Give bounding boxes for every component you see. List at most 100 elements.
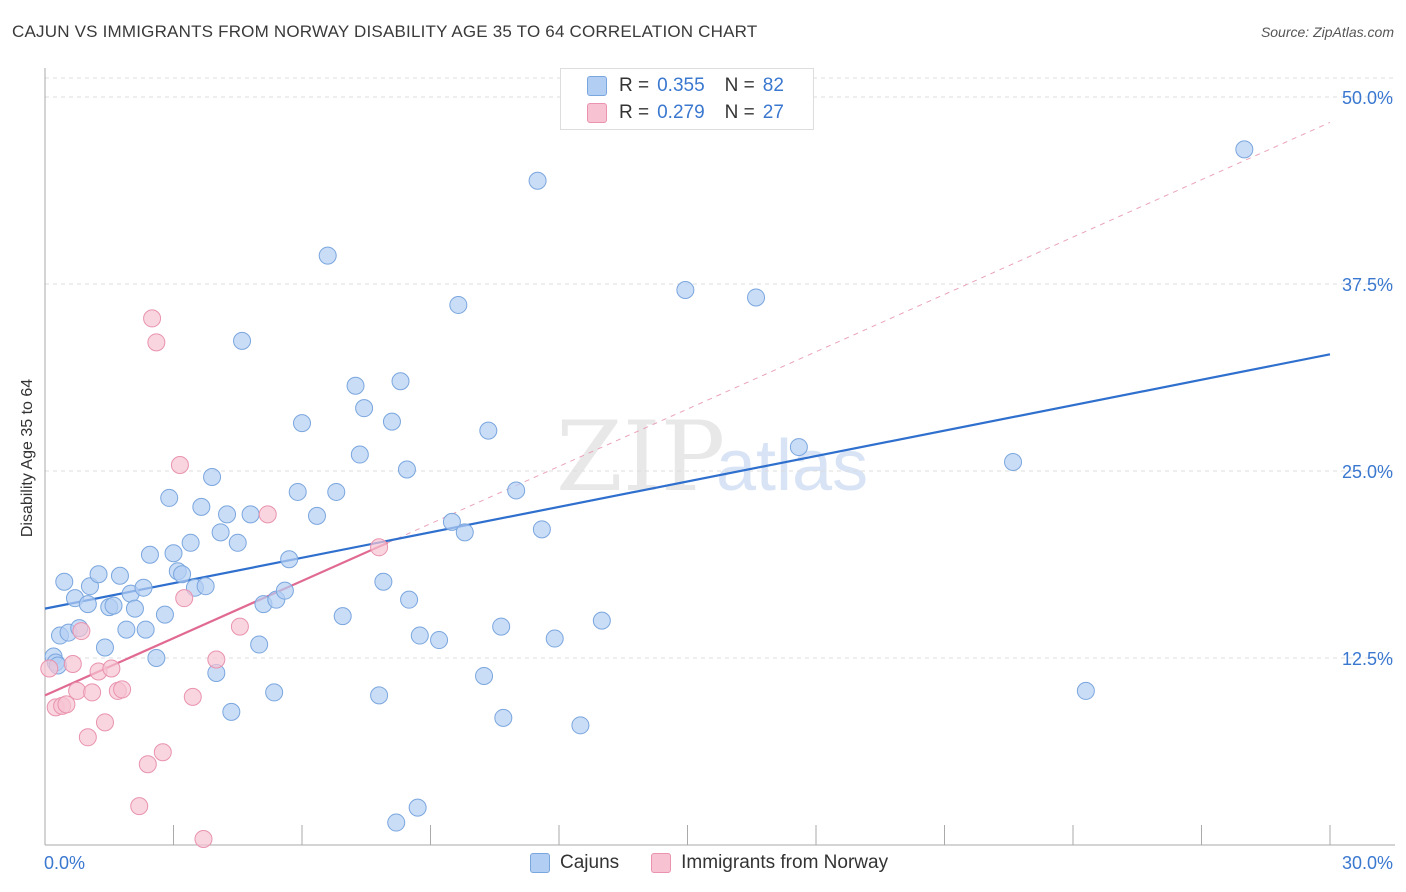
- cajuns-point: [136, 620, 155, 639]
- cajuns-point: [203, 467, 222, 486]
- norway-point: [57, 695, 76, 714]
- cajuns-point: [160, 488, 179, 507]
- norway-point: [153, 743, 172, 762]
- legend-r-value: 0.279: [657, 102, 705, 123]
- cajuns-point: [288, 482, 307, 501]
- cajuns-point: [370, 686, 389, 705]
- norway-point: [370, 538, 389, 557]
- cajuns-point: [117, 620, 136, 639]
- series-swatch-blue: [530, 853, 550, 873]
- cajuns-point: [95, 638, 114, 657]
- cajuns-point: [211, 523, 230, 542]
- cajuns-point: [442, 512, 461, 531]
- cajuns-point: [507, 481, 526, 500]
- cajuns-point: [265, 683, 284, 702]
- norway-point: [72, 622, 91, 641]
- legend-row-cajuns: R = 0.355 N = 82: [561, 73, 784, 99]
- cajuns-point: [173, 565, 192, 584]
- cajuns-point: [307, 506, 326, 525]
- watermark: ZIP atlas: [556, 401, 868, 513]
- cajuns-point: [592, 611, 611, 630]
- cajuns-point: [492, 617, 511, 636]
- grid-lines: [45, 77, 1395, 659]
- series-label-norway: Immigrants from Norway: [681, 852, 889, 873]
- legend-r-value: 0.355: [657, 75, 705, 96]
- legend-n-value: 82: [762, 75, 784, 96]
- cajuns-point: [181, 533, 200, 552]
- norway-point: [95, 713, 114, 732]
- cajuns-point: [327, 482, 346, 501]
- cajuns-point: [532, 520, 551, 539]
- cajuns-point: [346, 376, 365, 395]
- tick-labels: 12.5% 25.0% 37.5% 50.0% 0.0% 30.0%: [44, 88, 1393, 873]
- norway-point: [230, 617, 249, 636]
- legend-n-label: N =: [724, 75, 755, 96]
- cajuns-point: [1004, 453, 1023, 472]
- cajuns-point: [218, 505, 237, 524]
- cajuns-point: [110, 566, 129, 585]
- cajuns-point: [528, 171, 547, 190]
- cajuns-point: [355, 399, 374, 418]
- norway-point: [183, 687, 202, 706]
- cajuns-point: [147, 649, 166, 667]
- cajuns-point: [134, 578, 153, 597]
- chart-title: CAJUN VS IMMIGRANTS FROM NORWAY DISABILI…: [12, 22, 758, 41]
- cajuns-point: [125, 599, 144, 618]
- cajuns-point: [382, 412, 401, 431]
- series-label-cajuns: Cajuns: [560, 852, 620, 873]
- cajuns-point: [475, 666, 494, 685]
- cajuns-point: [250, 635, 269, 654]
- cajuns-point: [164, 544, 183, 563]
- norway-point: [130, 797, 149, 816]
- cajuns-point: [455, 523, 474, 542]
- cajuns-point: [350, 445, 369, 464]
- cajuns-point: [196, 577, 215, 596]
- cajuns-point: [408, 798, 427, 817]
- cajuns-point: [89, 565, 108, 584]
- legend-n-label: N =: [724, 102, 755, 123]
- data-points: [40, 140, 1254, 849]
- cajuns-trend-line: [44, 353, 1331, 610]
- norway-point: [143, 309, 162, 328]
- cajuns-point: [222, 702, 241, 721]
- series-legend-cajuns: Cajuns: [530, 852, 619, 874]
- cajuns-point: [293, 414, 311, 433]
- source-credit: Source: ZipAtlas.com: [1260, 24, 1394, 40]
- watermark-atlas: atlas: [716, 426, 868, 506]
- series-swatch-pink: [651, 853, 672, 873]
- cajuns-point: [400, 590, 419, 609]
- norway-point: [147, 333, 166, 352]
- watermark-zip: ZIP: [556, 401, 725, 513]
- norway-point: [207, 650, 226, 669]
- norway-point: [170, 456, 189, 475]
- cajuns-point: [449, 295, 468, 314]
- cajuns-point: [192, 497, 211, 516]
- norway-point: [194, 830, 213, 849]
- y-tick-label: 12.5%: [1342, 649, 1393, 669]
- cajuns-point: [494, 708, 513, 727]
- norway-point: [175, 589, 194, 608]
- cajuns-point: [318, 246, 337, 265]
- cajuns-point: [55, 572, 74, 591]
- series-legend-norway: Immigrants from Norway: [651, 852, 888, 874]
- norway-point: [102, 659, 121, 678]
- norway-trend-extension: [387, 121, 1331, 544]
- norway-point: [78, 728, 97, 747]
- cajuns-point: [233, 331, 252, 350]
- x-tick-label: 0.0%: [44, 853, 85, 873]
- cajuns-point: [1235, 140, 1254, 159]
- legend-row-norway: R = 0.279 N = 27: [561, 100, 784, 126]
- cajuns-point: [275, 581, 294, 600]
- y-tick-label: 50.0%: [1342, 88, 1393, 108]
- norway-point: [138, 755, 157, 774]
- cajuns-point: [789, 438, 808, 457]
- legend-r-label: R =: [619, 102, 650, 123]
- norway-point: [68, 681, 87, 700]
- cajuns-point: [241, 505, 260, 524]
- cajuns-point: [571, 716, 590, 735]
- norway-point: [113, 680, 132, 699]
- legend-swatch-pink: [587, 103, 607, 123]
- norway-point: [40, 659, 59, 678]
- legend: R = 0.355 N = 82 R = 0.279 N = 27: [560, 68, 814, 130]
- series-legend: Cajuns Immigrants from Norway: [530, 852, 920, 874]
